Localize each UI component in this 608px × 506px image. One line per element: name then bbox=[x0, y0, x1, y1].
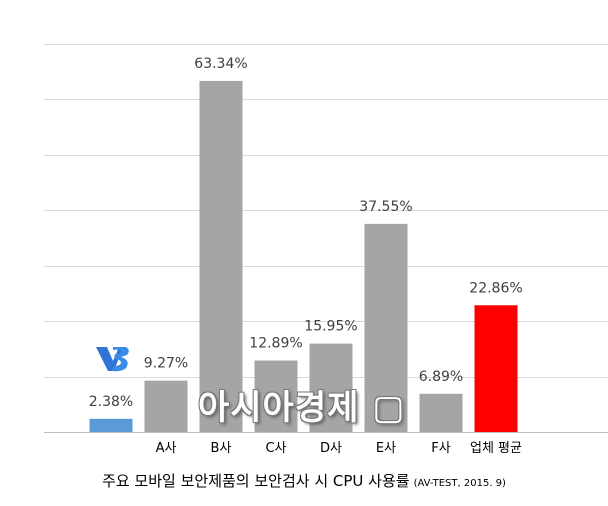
bar bbox=[89, 418, 133, 432]
value-label: 22.86% bbox=[469, 280, 522, 296]
value-label: 9.27% bbox=[144, 356, 188, 372]
caption-source: (AV-TEST, 2015. 9) bbox=[413, 478, 506, 489]
caption-text: 주요 모바일 보안제품의 보안검사 시 CPU 사용률 bbox=[102, 472, 410, 490]
value-label: 2.38% bbox=[89, 394, 133, 410]
bar bbox=[309, 343, 353, 432]
category-label: E사 bbox=[376, 441, 396, 456]
value-label: 37.55% bbox=[359, 199, 412, 215]
category-label: C사 bbox=[265, 441, 286, 456]
bar bbox=[254, 360, 298, 432]
value-label: 12.89% bbox=[249, 336, 302, 352]
bar bbox=[364, 223, 408, 432]
value-label: 6.89% bbox=[419, 369, 463, 385]
value-label: 15.95% bbox=[304, 319, 357, 335]
value-label: 63.34% bbox=[194, 56, 247, 72]
bar bbox=[199, 80, 243, 432]
bar bbox=[474, 305, 518, 432]
chart-caption: 주요 모바일 보안제품의 보안검사 시 CPU 사용률 (AV-TEST, 201… bbox=[0, 470, 608, 491]
category-label: B사 bbox=[211, 441, 232, 456]
category-label: F사 bbox=[431, 441, 450, 456]
category-label: D사 bbox=[320, 441, 342, 456]
category-label: 업체 평균 bbox=[470, 441, 522, 456]
bar bbox=[419, 393, 463, 432]
bar-chart: 2.38% 9.27% 63.34% 12.89%15.95% 37.55% 6.89% 2… bbox=[44, 44, 608, 456]
v3-logo-icon bbox=[96, 347, 129, 372]
bar bbox=[144, 380, 188, 432]
watermark: 아시아경제 ▢ bbox=[198, 388, 406, 428]
category-label: A사 bbox=[156, 441, 177, 456]
